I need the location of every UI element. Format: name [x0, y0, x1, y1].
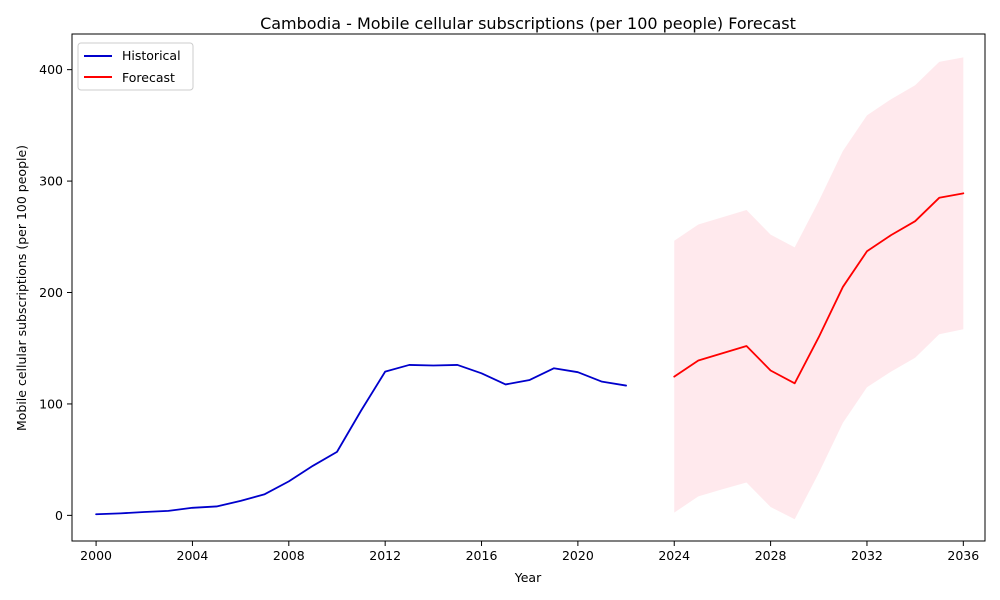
data-point-historical [480, 372, 483, 375]
data-point-historical [576, 371, 579, 374]
data-point-forecast [865, 250, 868, 253]
legend-label-forecast: Forecast [122, 70, 175, 85]
data-point-historical [528, 378, 531, 381]
data-point-historical [625, 384, 628, 387]
data-point-forecast [841, 285, 844, 288]
data-point-historical [432, 364, 435, 367]
data-point-historical [311, 464, 314, 467]
data-point-historical [215, 505, 218, 508]
y-tick-label: 0 [55, 508, 63, 523]
legend: Historical Forecast [77, 42, 194, 91]
data-point-forecast [721, 352, 724, 355]
data-point-historical [360, 409, 363, 412]
data-point-historical [600, 380, 603, 383]
forecast-confidence-band [674, 57, 964, 520]
x-tick-label: 2008 [273, 548, 305, 563]
x-axis-label: Year [514, 570, 542, 585]
data-point-forecast [817, 336, 820, 339]
x-tick-label: 2012 [369, 548, 401, 563]
y-axis-ticks: 0 100 200 300 400 [39, 62, 72, 523]
legend-box [77, 42, 194, 91]
plot-frame [71, 33, 986, 542]
data-point-forecast [914, 220, 917, 223]
data-point-forecast [890, 234, 893, 237]
data-point-historical [119, 512, 122, 515]
x-tick-label: 2000 [80, 548, 112, 563]
x-tick-label: 2004 [177, 548, 209, 563]
data-point-historical [504, 383, 507, 386]
x-tick-label: 2032 [851, 548, 883, 563]
x-tick-label: 2028 [755, 548, 787, 563]
data-point-historical [552, 367, 555, 370]
data-point-historical [456, 363, 459, 366]
data-point-forecast [938, 196, 941, 199]
data-point-historical [191, 506, 194, 509]
chart-title: Cambodia - Mobile cellular subscriptions… [260, 14, 796, 33]
data-point-historical [95, 513, 98, 516]
data-point-historical [384, 370, 387, 373]
data-point-forecast [745, 345, 748, 348]
x-tick-label: 2020 [562, 548, 594, 563]
data-point-historical [287, 480, 290, 483]
y-axis-label: Mobile cellular subscriptions (per 100 p… [14, 145, 29, 431]
data-point-forecast [962, 192, 965, 195]
data-point-historical [408, 363, 411, 366]
series-line-historical [95, 364, 627, 516]
data-point-historical [239, 499, 242, 502]
y-tick-label: 300 [39, 174, 63, 189]
data-point-forecast [769, 369, 772, 372]
data-point-historical [263, 493, 266, 496]
y-tick-label: 100 [39, 396, 63, 411]
series-lines-layer [95, 192, 965, 516]
x-tick-label: 2036 [947, 548, 979, 563]
series-line-forecast [673, 192, 965, 385]
data-point-historical [167, 509, 170, 512]
x-tick-label: 2016 [466, 548, 498, 563]
data-point-forecast [697, 359, 700, 362]
x-axis-ticks: 2000 2004 2008 2012 2016 2020 2024 2028 2032 2036 [80, 541, 979, 563]
x-tick-label: 2024 [658, 548, 690, 563]
legend-label-historical: Historical [122, 48, 181, 63]
y-tick-label: 400 [39, 62, 63, 77]
data-point-historical [143, 511, 146, 514]
data-point-forecast [793, 382, 796, 385]
data-point-forecast [673, 375, 676, 378]
y-tick-label: 200 [39, 285, 63, 300]
confidence-band-layer [674, 57, 964, 520]
data-point-historical [335, 450, 338, 453]
